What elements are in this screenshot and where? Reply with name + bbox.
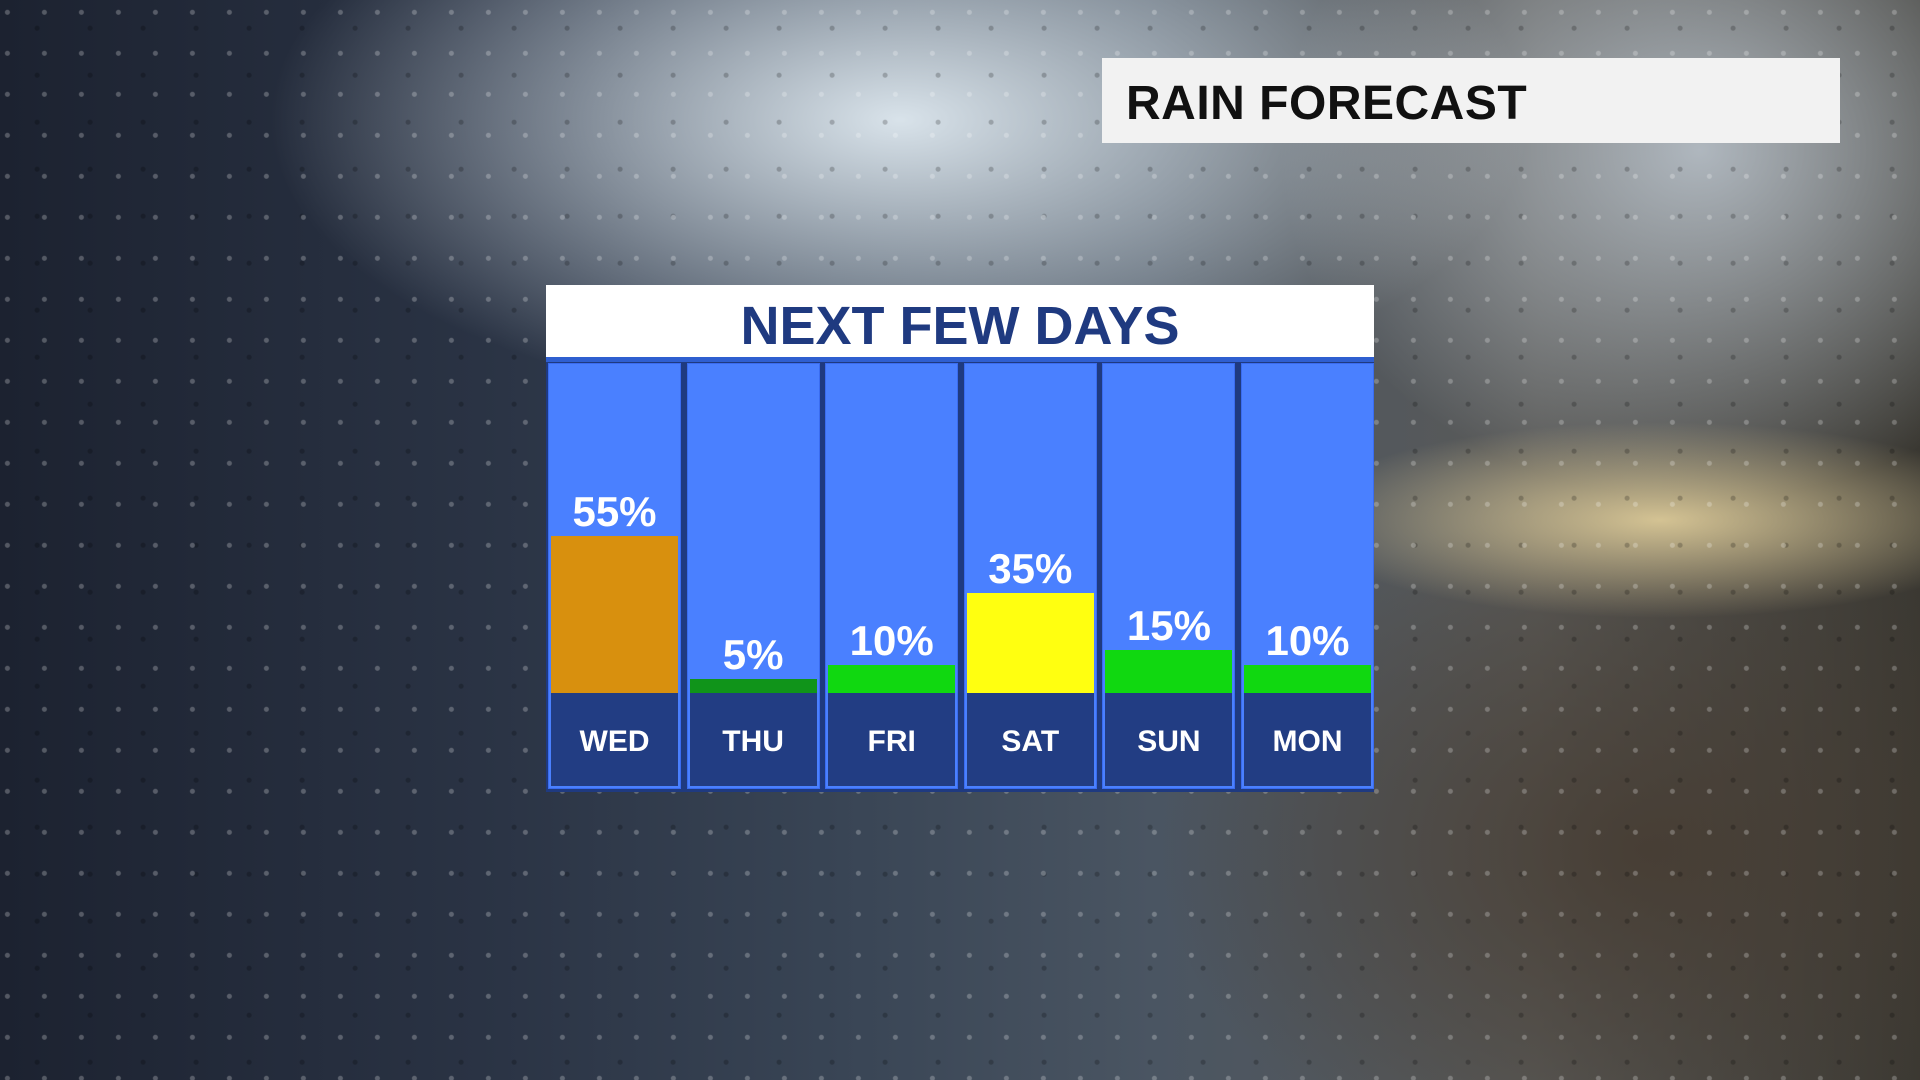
divider	[546, 357, 1374, 362]
tick-label: FRI	[867, 725, 916, 758]
tick-label: THU	[722, 725, 784, 758]
day-column-sat: 35% SAT	[963, 363, 1097, 789]
data-label: 15%	[1126, 602, 1211, 650]
day-column-fri: 10% FRI	[825, 363, 959, 789]
day-label-band: FRI	[828, 693, 956, 786]
bar-sat	[966, 593, 1094, 693]
day-label-band: THU	[689, 693, 817, 786]
forecast-panel: NEXT FEW DAYS 55% WED 5% THU 10% FRI 35% SAT 15%…	[546, 285, 1374, 792]
tick-label: WED	[579, 725, 650, 758]
tick-label: MON	[1272, 725, 1343, 758]
day-label-band: SAT	[966, 693, 1094, 786]
bar-mon	[1244, 664, 1371, 693]
title-box: RAIN FORECAST	[1102, 58, 1840, 143]
tick-label: SUN	[1137, 725, 1201, 758]
day-column-thu: 5% THU	[686, 363, 820, 789]
data-label: 10%	[849, 616, 934, 664]
day-label-band: MON	[1244, 693, 1371, 786]
bar-thu	[689, 678, 817, 693]
bar-fri	[828, 664, 956, 693]
day-label-band: WED	[551, 693, 678, 786]
day-label-band: SUN	[1105, 693, 1233, 786]
tick-label: SAT	[1001, 725, 1060, 758]
day-column-sun: 15% SUN	[1102, 363, 1236, 789]
data-label: 55%	[572, 488, 657, 536]
data-label: 5%	[722, 630, 784, 678]
page-title: RAIN FORECAST	[1126, 77, 1528, 130]
chart-title: NEXT FEW DAYS	[740, 296, 1180, 356]
bar-sun	[1105, 650, 1233, 693]
day-column-mon: 10% MON	[1241, 363, 1374, 789]
data-label: 35%	[988, 545, 1073, 593]
bar-wed	[551, 536, 678, 693]
chart-title-bar: NEXT FEW DAYS	[546, 285, 1374, 357]
day-column-wed: 55% WED	[548, 363, 681, 789]
data-label: 10%	[1265, 616, 1350, 664]
